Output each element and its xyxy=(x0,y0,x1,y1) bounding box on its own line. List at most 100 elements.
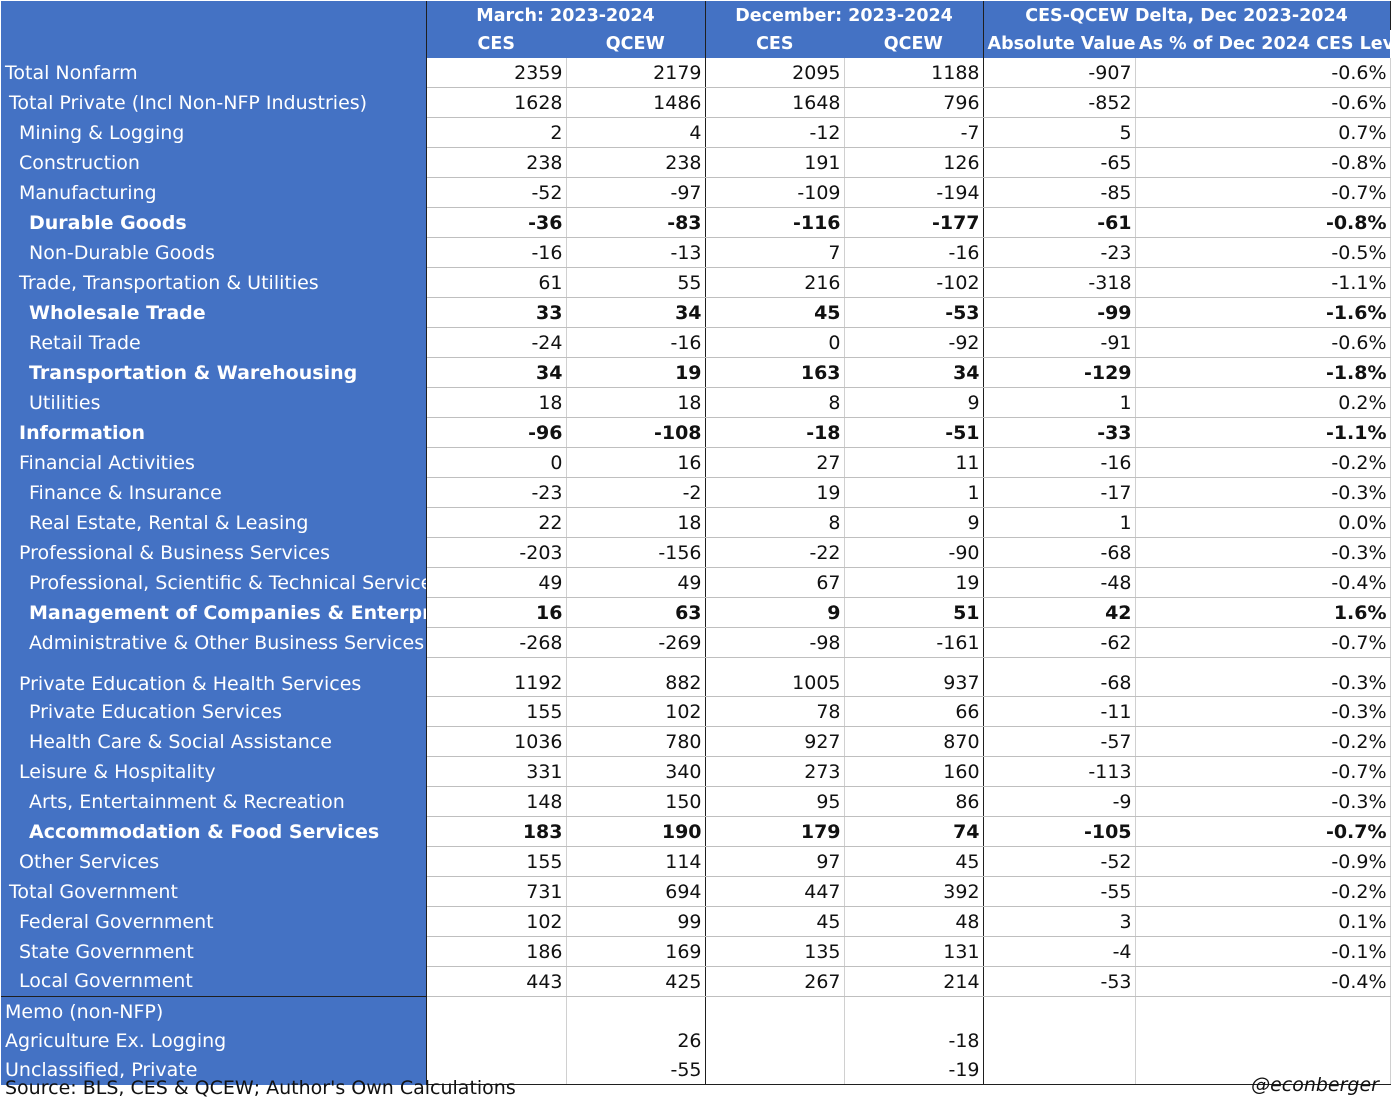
cell-value xyxy=(426,1026,567,1055)
cell-value xyxy=(983,1055,1136,1085)
header-corner-lower xyxy=(1,30,427,58)
table-row: Administrative & Other Business Services… xyxy=(1,627,1391,658)
cell-value: 927 xyxy=(705,726,845,757)
cell-value: -0.8% xyxy=(1135,207,1391,238)
cell-value: 26 xyxy=(566,1026,706,1055)
cell-value: 3 xyxy=(983,906,1136,937)
table-row: State Government 186 169 135 131 -4 -0.1% xyxy=(1,936,1391,967)
cell-value: 34 xyxy=(426,357,567,388)
cell-value: 694 xyxy=(566,876,706,907)
cell-value xyxy=(844,996,984,1026)
cell-value: 238 xyxy=(426,147,567,178)
cell-value: 1628 xyxy=(426,87,567,118)
cell-value: 16 xyxy=(566,447,706,478)
table-row: Accommodation & Food Services 183 190 179 74… xyxy=(1,816,1391,847)
table-row: Real Estate, Rental & Leasing 22 18 8 9 1 0.0% xyxy=(1,507,1391,538)
row-label: Retail Trade xyxy=(1,327,427,358)
cell-value: 150 xyxy=(566,786,706,817)
cell-value: -99 xyxy=(983,297,1136,328)
row-label: Private Education & Health Services xyxy=(1,657,427,697)
table-row: Leisure & Hospitality 331 340 273 160 -113 -0.… xyxy=(1,756,1391,787)
cell-value: 8 xyxy=(705,387,845,418)
row-label: Accommodation & Food Services xyxy=(1,816,427,847)
table-row: Manufacturing -52 -97 -109 -194 -85 -0.7% xyxy=(1,177,1391,208)
cell-value: 99 xyxy=(566,906,706,937)
cell-value: 155 xyxy=(426,846,567,877)
cell-value: 937 xyxy=(844,657,984,697)
cell-value: -0.6% xyxy=(1135,327,1391,358)
cell-value: 102 xyxy=(566,696,706,727)
cell-value: -108 xyxy=(566,417,706,448)
cell-value: -23 xyxy=(426,477,567,508)
cell-value: -92 xyxy=(844,327,984,358)
row-label: Management of Companies & Enterprises xyxy=(1,597,427,628)
table-row: Local Government 443 425 267 214 -53 -0.4% xyxy=(1,966,1391,997)
cell-value: 19 xyxy=(566,357,706,388)
cell-value: 169 xyxy=(566,936,706,967)
row-label: Finance & Insurance xyxy=(1,477,427,508)
cell-value: 63 xyxy=(566,597,706,628)
cell-value: 78 xyxy=(705,696,845,727)
cell-value: 1486 xyxy=(566,87,706,118)
cell-value: -17 xyxy=(983,477,1136,508)
cell-value: 45 xyxy=(844,846,984,877)
cell-value xyxy=(426,1055,567,1085)
cell-value: 0 xyxy=(705,327,845,358)
header-delta-absolute: Absolute Value xyxy=(983,30,1136,58)
cell-value: 0.7% xyxy=(1135,117,1391,148)
cell-value: 780 xyxy=(566,726,706,757)
cell-value: 425 xyxy=(566,966,706,997)
cell-value: -0.6% xyxy=(1135,58,1391,88)
header-december-qcew: QCEW xyxy=(844,30,984,58)
cell-value xyxy=(983,996,1136,1026)
source-note: Source: BLS, CES & QCEW; Author's Own Ca… xyxy=(5,1077,516,1099)
header-group-december: December: 2023-2024 xyxy=(704,1,984,30)
cell-value: 34 xyxy=(566,297,706,328)
cell-value: -0.5% xyxy=(1135,237,1391,268)
cell-value: 1 xyxy=(844,477,984,508)
cell-value: -18 xyxy=(705,417,845,448)
row-label: Mining & Logging xyxy=(1,117,427,148)
cell-value: 45 xyxy=(705,906,845,937)
cell-value: 86 xyxy=(844,786,984,817)
table-row: Trade, Transportation & Utilities 61 55 216… xyxy=(1,267,1391,298)
row-label: Construction xyxy=(1,147,427,178)
cell-value: -36 xyxy=(426,207,567,238)
row-label: Durable Goods xyxy=(1,207,427,238)
cell-value: -116 xyxy=(705,207,845,238)
cell-value: -1.6% xyxy=(1135,297,1391,328)
table-row: Durable Goods -36 -83 -116 -177 -61 -0.8% xyxy=(1,207,1391,238)
cell-value: 1.6% xyxy=(1135,597,1391,628)
table-row: Federal Government 102 99 45 48 3 0.1% xyxy=(1,906,1391,937)
cell-value: 1036 xyxy=(426,726,567,757)
cell-value: 191 xyxy=(705,147,845,178)
cell-value: -0.7% xyxy=(1135,627,1391,658)
cell-value: 8 xyxy=(705,507,845,538)
table-row: Total Nonfarm 2359 2179 2095 1188 -907 -0.6% xyxy=(1,58,1391,88)
cell-value: 273 xyxy=(705,756,845,787)
row-label: Agriculture Ex. Logging xyxy=(1,1026,427,1055)
cell-value: -1.1% xyxy=(1135,417,1391,448)
cell-value: 67 xyxy=(705,567,845,598)
cell-value: -55 xyxy=(566,1055,706,1085)
cell-value: -52 xyxy=(983,846,1136,877)
row-label: Federal Government xyxy=(1,906,427,937)
cell-value: 95 xyxy=(705,786,845,817)
row-label: Total Nonfarm xyxy=(1,58,427,88)
cell-value: 155 xyxy=(426,696,567,727)
cell-value: 870 xyxy=(844,726,984,757)
cell-value: -24 xyxy=(426,327,567,358)
cell-value: -18 xyxy=(844,1026,984,1055)
footer: Source: BLS, CES & QCEW; Author's Own Ca… xyxy=(0,1074,1391,1103)
cell-value: 126 xyxy=(844,147,984,178)
cell-value: 19 xyxy=(705,477,845,508)
row-label: Wholesale Trade xyxy=(1,297,427,328)
table-row: Unclassified, Private -55 -19 xyxy=(1,1055,1391,1085)
cell-value: -0.4% xyxy=(1135,966,1391,997)
cell-value: 48 xyxy=(844,906,984,937)
cell-value: 2179 xyxy=(566,58,706,88)
cell-value xyxy=(426,996,567,1026)
cell-value: -53 xyxy=(844,297,984,328)
cell-value: -85 xyxy=(983,177,1136,208)
cell-value: -105 xyxy=(983,816,1136,847)
